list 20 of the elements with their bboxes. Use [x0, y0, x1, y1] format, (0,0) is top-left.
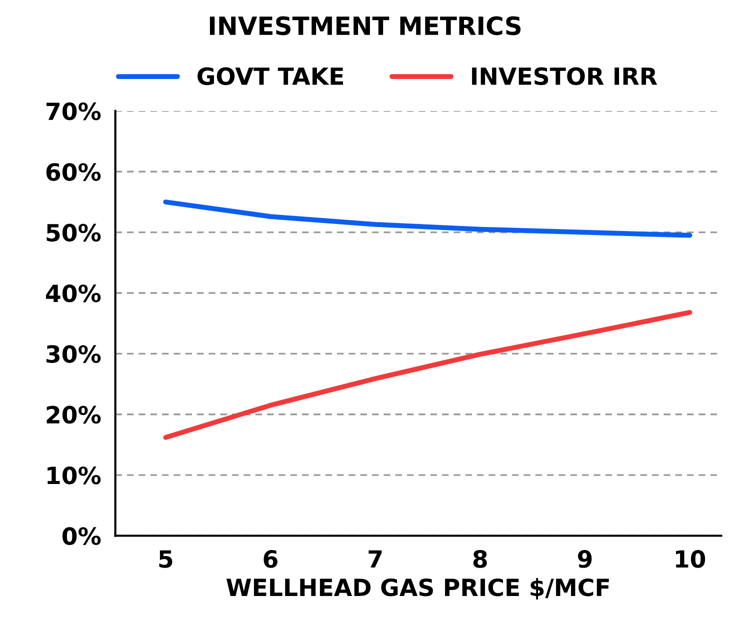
legend-label: INVESTOR IRR [472, 67, 658, 86]
y-tick-label: 30% [46, 345, 101, 363]
y-tick-label: 50% [46, 224, 101, 242]
x-axis-title: WELLHEAD GAS PRICE $/MCF [226, 578, 609, 600]
x-tick-label: 8 [473, 550, 487, 568]
y-tick-label: 20% [46, 406, 101, 424]
y-tick-label: 70% [46, 102, 101, 120]
chart-title: INVESTMENT METRICS [210, 16, 521, 36]
y-tick-label: 0% [62, 527, 101, 546]
x-tick-label: 5 [159, 550, 172, 568]
x-tick-label: 9 [578, 550, 592, 568]
x-tick-label: 6 [264, 550, 278, 568]
x-tick-label: 10 [676, 550, 706, 568]
line-series [163, 310, 692, 440]
x-tick-label: 7 [368, 550, 382, 568]
y-tick-label: 10% [48, 466, 101, 484]
y-tick-label: 40% [46, 284, 101, 302]
y-tick-label: 60% [46, 163, 101, 181]
legend-label: GOVT TAKE [198, 67, 344, 86]
line-series [163, 200, 692, 238]
